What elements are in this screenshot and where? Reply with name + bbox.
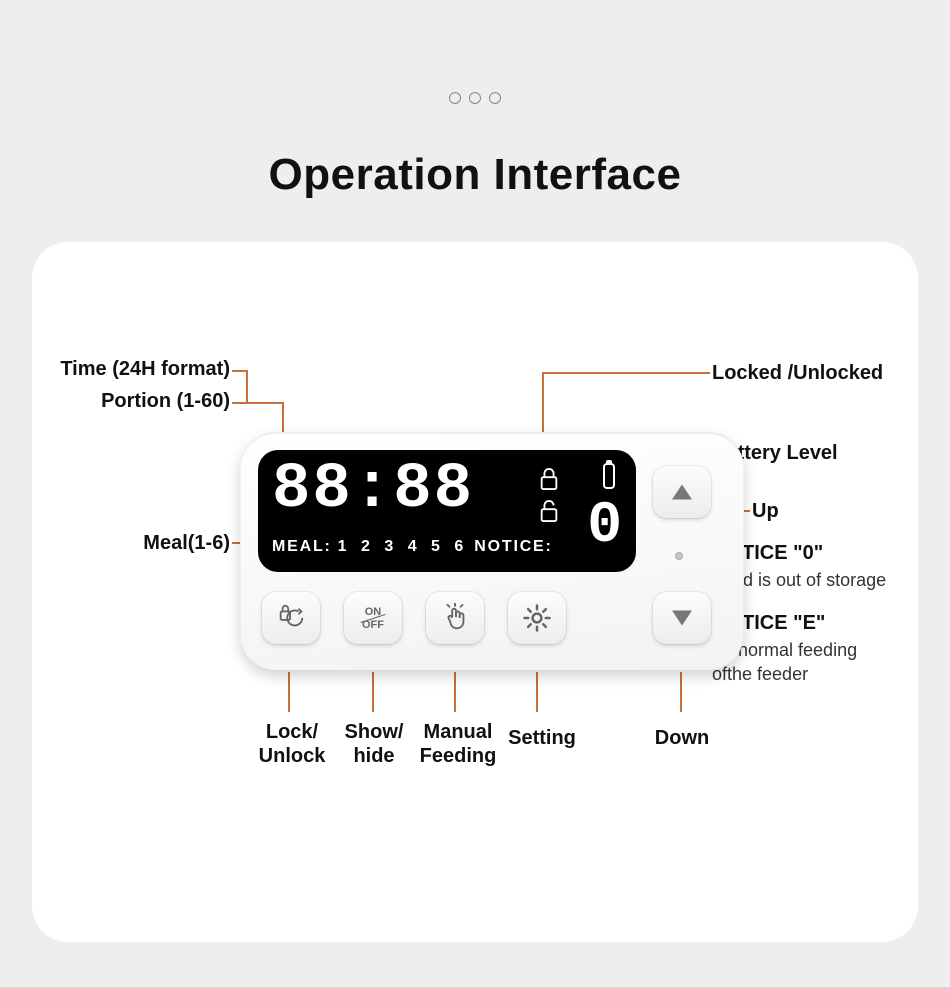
up-button[interactable]: [653, 466, 711, 518]
callout-locked: Locked /Unlocked: [712, 362, 883, 385]
pagination-dots: [449, 92, 501, 104]
page-title: Operation Interface: [0, 150, 950, 200]
on-off-icon: ONOFF: [360, 607, 386, 630]
callout-meal: Meal(1-6): [40, 532, 230, 555]
callout-time: Time (24H format): [40, 358, 230, 381]
hand-tap-icon: [440, 603, 470, 633]
battery-icon: [602, 460, 616, 495]
down-button[interactable]: [653, 592, 711, 644]
lock-return-icon: [276, 603, 306, 633]
label-show-hide: Show/ hide: [334, 720, 414, 768]
gear-icon: [522, 603, 552, 633]
locked-icon: [538, 466, 560, 492]
triangle-down-icon: [667, 603, 697, 633]
label-lock-unlock: Lock/ Unlock: [252, 720, 332, 768]
notice-label: NOTICE:: [474, 538, 552, 556]
time-digits: 88:88: [272, 458, 474, 522]
label-setting: Setting: [502, 726, 582, 750]
meal-line: MEAL: 1 2 3 4 5 6 NOTICE:: [272, 538, 553, 556]
callout-up: Up: [752, 500, 779, 523]
meal-numbers: 1 2 3 4 5 6: [338, 538, 469, 556]
notice-digit: 0: [587, 498, 622, 556]
meal-label: MEAL:: [272, 538, 332, 556]
lock-unlock-button[interactable]: [262, 592, 320, 644]
triangle-up-icon: [667, 477, 697, 507]
status-led: [675, 552, 683, 560]
on-off-button[interactable]: ONOFF: [344, 592, 402, 644]
lock-state-icons: [538, 466, 560, 524]
unlocked-icon: [538, 498, 560, 524]
device-panel: 88:88 MEAL: 1 2 3 4 5 6 NOTICE: 0: [240, 432, 744, 670]
label-manual-feeding: Manual Feeding: [414, 720, 502, 768]
callout-noticeE-desc2: ofthe feeder: [712, 662, 808, 687]
setting-button[interactable]: [508, 592, 566, 644]
manual-feeding-button[interactable]: [426, 592, 484, 644]
lcd-screen: 88:88 MEAL: 1 2 3 4 5 6 NOTICE: 0: [258, 450, 636, 572]
callout-portion: Portion (1-60): [40, 390, 230, 413]
label-down: Down: [642, 726, 722, 750]
infographic-card: Time (24H format) Portion (1-60) Meal(1-…: [32, 242, 918, 942]
